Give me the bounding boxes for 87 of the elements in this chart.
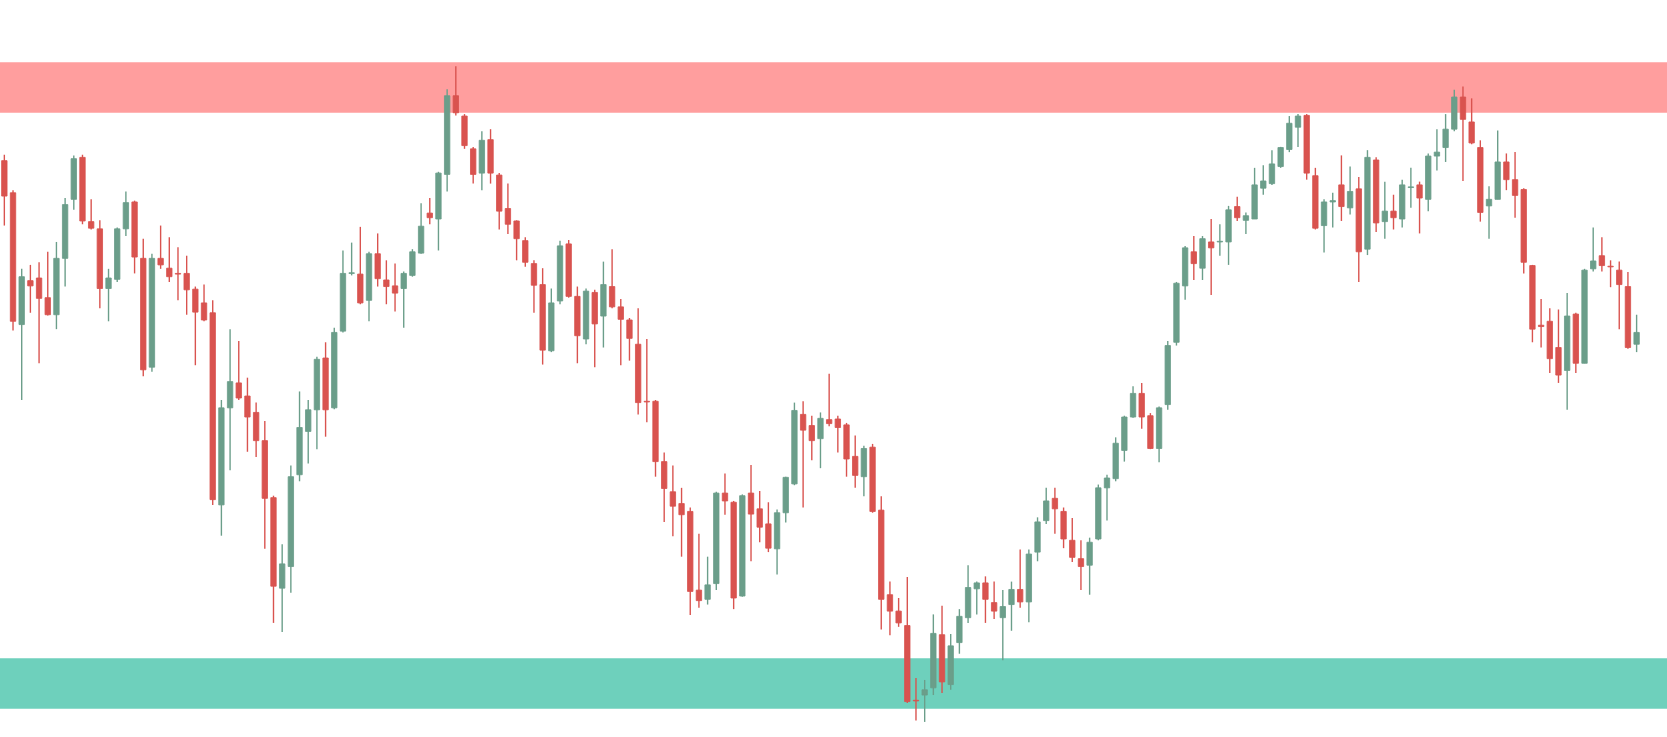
candlestick xyxy=(391,262,399,313)
candlestick xyxy=(166,236,173,283)
candlestick xyxy=(235,340,242,401)
candlestick xyxy=(1138,382,1145,430)
candlestick xyxy=(1268,149,1276,186)
candlestick xyxy=(982,575,989,624)
candlestick xyxy=(426,197,433,225)
candlestick xyxy=(1442,113,1449,163)
candlestick xyxy=(695,533,703,609)
candlestick xyxy=(912,677,920,722)
candlestick xyxy=(1069,517,1076,563)
candlestick xyxy=(409,248,416,278)
candlestick xyxy=(1329,192,1336,229)
candlestick xyxy=(1077,539,1085,591)
candlestick xyxy=(1416,180,1423,235)
candlestick xyxy=(678,487,685,558)
candlestick xyxy=(1190,235,1197,281)
candlestick xyxy=(747,464,755,562)
candlestick xyxy=(1433,128,1441,172)
candlestick xyxy=(991,580,998,620)
candlestick xyxy=(1260,164,1267,196)
candlestick xyxy=(1051,487,1059,535)
candlestick xyxy=(174,246,182,302)
candlestick xyxy=(400,270,407,329)
candlestick xyxy=(1390,194,1397,231)
candlestick xyxy=(513,219,520,262)
candlestick xyxy=(522,236,529,268)
candlestick xyxy=(530,259,538,314)
candlestick xyxy=(192,285,199,366)
candlestick xyxy=(1103,474,1111,522)
candlestick xyxy=(817,411,824,469)
candlestick xyxy=(617,298,624,366)
candlestick xyxy=(44,251,51,317)
candlestick xyxy=(999,589,1006,661)
candlestick xyxy=(1511,151,1519,219)
candlestick xyxy=(1503,152,1510,191)
candlestick xyxy=(1459,85,1467,182)
candlestick xyxy=(183,255,190,316)
candlestick xyxy=(1407,167,1414,209)
candlestick xyxy=(1485,185,1493,240)
candlestick xyxy=(756,490,763,543)
candlestick xyxy=(704,555,711,606)
candlestick xyxy=(1043,487,1050,525)
candlestick xyxy=(348,241,355,277)
candlestick xyxy=(643,338,650,423)
candlestick xyxy=(800,400,807,509)
candlestick xyxy=(1234,196,1241,222)
candlestick xyxy=(1338,154,1345,222)
candlestick xyxy=(1320,198,1328,254)
candlestick xyxy=(504,182,512,235)
candlestick xyxy=(808,415,815,461)
candlestick xyxy=(1590,226,1597,273)
candlestick xyxy=(27,264,34,314)
candlestick xyxy=(1086,536,1093,596)
candlestick xyxy=(921,679,928,723)
candlestick xyxy=(721,472,729,516)
candlestick xyxy=(852,434,859,489)
candlestick xyxy=(1017,548,1024,609)
candlestick xyxy=(105,268,112,322)
candlestick xyxy=(1216,223,1223,257)
candlestick xyxy=(1294,113,1302,148)
candlestick xyxy=(1616,260,1623,330)
candlestick xyxy=(669,464,676,538)
candlestick xyxy=(1346,165,1354,216)
candlestick xyxy=(973,580,980,616)
candlestick xyxy=(35,261,43,364)
candlestick xyxy=(88,198,95,231)
candlestick xyxy=(383,259,390,305)
candlestick xyxy=(1129,385,1137,419)
candlestick xyxy=(244,376,251,453)
candlestick xyxy=(1381,180,1388,240)
candlestick xyxy=(1538,298,1545,349)
candlestick xyxy=(305,399,312,465)
candlestick xyxy=(1598,236,1605,273)
candlestick xyxy=(886,580,894,637)
candlestick xyxy=(1008,580,1015,632)
candlestick xyxy=(452,65,459,117)
candlestick xyxy=(895,597,902,628)
candlestick xyxy=(1242,211,1250,235)
candlestick xyxy=(157,224,164,270)
candlestick xyxy=(1208,218,1215,296)
candlestick xyxy=(608,248,616,309)
candlestick xyxy=(1633,314,1640,353)
candlestick xyxy=(200,283,208,322)
candlestick xyxy=(626,317,633,362)
candlestick xyxy=(1607,259,1614,288)
candlestick xyxy=(1468,97,1475,145)
